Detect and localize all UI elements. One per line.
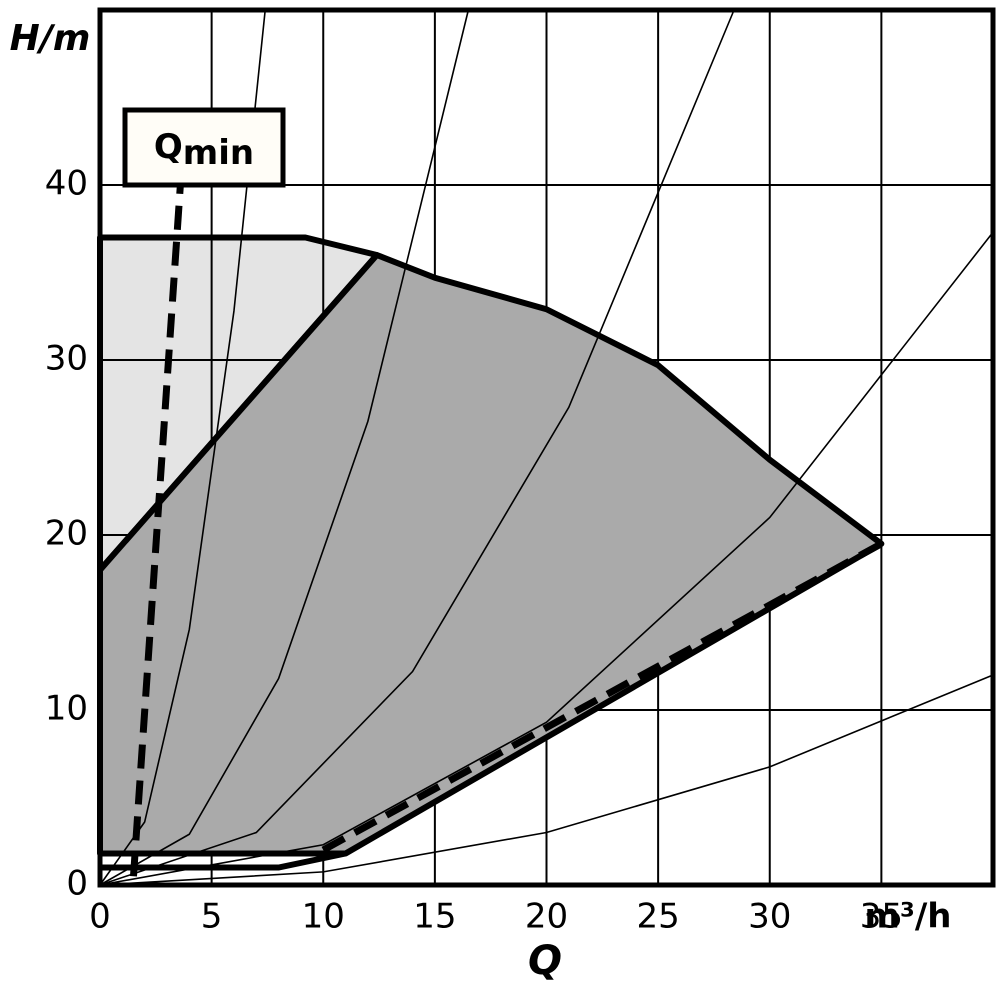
x-unit-label: m³/h (865, 897, 952, 937)
y-tick-label: 10 (45, 689, 88, 729)
x-tick-label: 30 (748, 897, 791, 937)
y-tick-label: 0 (66, 864, 88, 904)
plot-frame (97, 7, 996, 888)
y-axis-label: H/m (10, 18, 91, 59)
x-tick-label: 0 (89, 897, 111, 937)
x-tick-label: 15 (413, 897, 456, 937)
curve (99, 9, 267, 886)
curve (99, 674, 994, 886)
x-tick-label: 35 (860, 897, 903, 937)
annotation: Qmin (154, 127, 254, 173)
y-tick-label: 30 (45, 339, 88, 379)
y-tick-label: 20 (45, 514, 88, 554)
x-tick-label: 25 (636, 897, 679, 937)
x-tick-label: 20 (525, 897, 568, 937)
curve (99, 231, 994, 886)
x-axis-label: Q (528, 938, 562, 984)
curve (99, 9, 470, 886)
annotation-box (122, 107, 286, 188)
curve (99, 9, 735, 886)
curve (100, 850, 347, 871)
x-tick-label: 5 (201, 897, 223, 937)
annotation-main: Q (154, 127, 183, 167)
annotation-sub: min (183, 133, 254, 173)
y-tick-label: 40 (45, 164, 88, 204)
curve (129, 184, 184, 877)
x-tick-label: 10 (302, 897, 345, 937)
plot-area (97, 7, 996, 888)
